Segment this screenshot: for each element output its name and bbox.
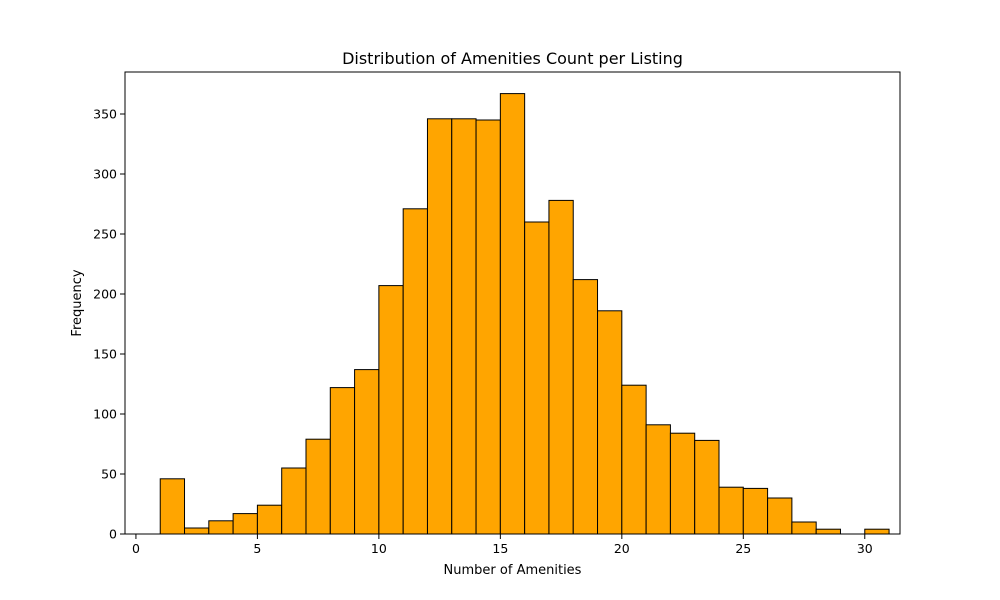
bar-11 [426,118,453,535]
bar-6 [305,438,331,535]
x-axis-label: Number of Amenities [444,563,582,578]
y-tick-label-300: 300 [93,167,117,182]
bar-9 [378,285,404,535]
plot-frame [124,71,901,535]
bar-12 [451,118,477,535]
bar-5 [281,467,307,535]
y-tick-label-100: 100 [93,407,117,422]
x-tick-label-0: 0 [132,541,140,556]
bar-24 [742,487,769,535]
y-tick-label-50: 50 [101,467,117,482]
x-tick-label-5: 5 [253,541,261,556]
x-tick-label-30: 30 [857,541,873,556]
y-tick-label-350: 350 [93,107,117,122]
bar-25 [767,497,793,535]
bar-22 [694,439,720,535]
bar-29 [864,528,890,535]
bars-group [159,93,890,535]
bar-26 [791,521,817,535]
x-axis-ticks: 0 5 10 15 20 25 30 [132,534,873,556]
y-axis-ticks: 0 50 100 150 200 250 300 350 [93,107,125,542]
x-tick-label-10: 10 [371,541,387,556]
bar-27 [815,528,841,535]
bar-16 [548,199,574,535]
y-axis-label: Frequency [70,269,85,336]
bar-1 [184,527,210,535]
bar-4 [256,504,283,535]
bar-0 [159,478,186,535]
bar-23 [718,486,744,535]
bar-8 [354,369,380,535]
bar-10 [402,208,428,535]
x-tick-label-25: 25 [735,541,751,556]
y-tick-label-0: 0 [109,527,117,542]
x-tick-label-20: 20 [614,541,630,556]
chart-title: Distribution of Amenities Count per List… [342,49,683,68]
bar-20 [645,424,671,535]
bar-18 [597,310,623,535]
bar-21 [669,432,696,535]
bar-2 [208,520,234,535]
bar-15 [524,221,550,535]
bar-17 [572,279,599,535]
bar-3 [232,513,258,535]
bar-19 [621,384,647,535]
bar-14 [499,93,526,535]
y-tick-label-250: 250 [93,227,117,242]
bar-7 [329,387,356,535]
x-tick-label-15: 15 [492,541,508,556]
y-tick-label-150: 150 [93,347,117,362]
bar-13 [475,119,501,535]
y-tick-label-200: 200 [93,287,117,302]
